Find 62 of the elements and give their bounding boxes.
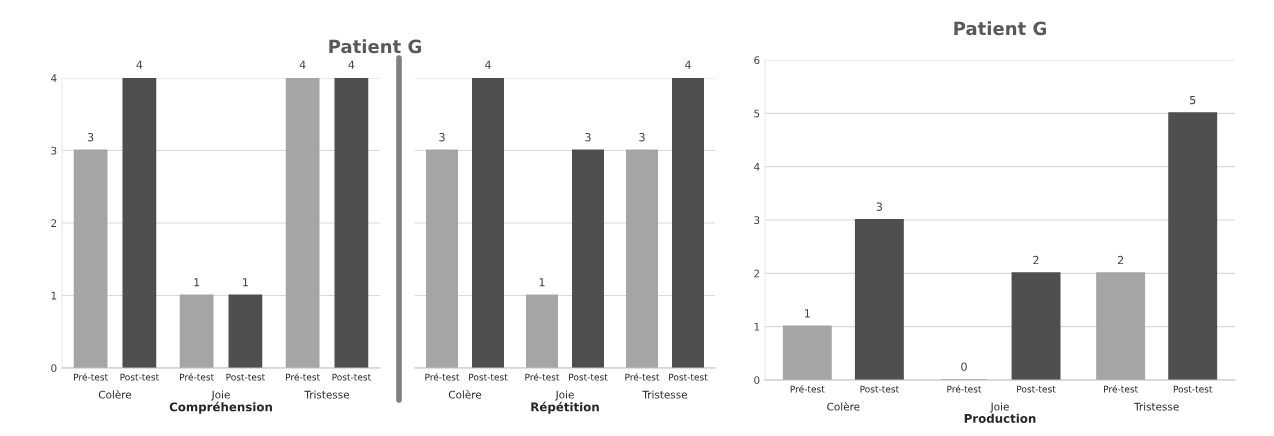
x-tick-label: Tristesse: [304, 390, 350, 399]
y-tick-label: 0: [754, 376, 760, 385]
y-tick-label: 1: [754, 323, 760, 331]
text: Pré-test: [947, 385, 982, 393]
y-tick-label: 1: [51, 291, 57, 300]
text: Pré-test: [286, 373, 320, 381]
data-label: 2: [1033, 255, 1039, 265]
x-axis-title: Répétition: [531, 401, 599, 414]
y-tick-label: 0: [51, 364, 57, 373]
data-label: 4: [136, 60, 143, 69]
data-label: 5: [1190, 95, 1196, 105]
y-tick-label: 4: [754, 163, 760, 171]
text: Pré-test: [1104, 385, 1138, 393]
y-tick-label: 2: [51, 219, 57, 227]
data-label: 3: [585, 133, 591, 142]
text: Post-test: [1017, 385, 1056, 393]
data-label: 2: [1117, 255, 1124, 265]
data-label: 1: [194, 278, 200, 287]
data-label: 4: [348, 60, 355, 69]
x-axis-title: Production: [964, 413, 1036, 423]
text: Post-test: [469, 373, 508, 381]
x-tick-label: Tristesse: [642, 390, 688, 399]
data-label: 1: [243, 278, 248, 287]
y-tick-label: 4: [51, 74, 57, 82]
data-label: 1: [539, 278, 545, 287]
text: Post-test: [1173, 385, 1213, 393]
y-tick-label: 3: [51, 146, 57, 155]
data-label: 3: [439, 133, 445, 142]
text: Pré-test: [625, 373, 660, 381]
data-label: 3: [87, 133, 94, 142]
y-tick-label: 3: [754, 216, 760, 225]
data-label: 4: [485, 60, 491, 69]
x-tick-label: Joie: [990, 402, 1009, 413]
x-tick-label: Colère: [827, 402, 860, 411]
x-tick-label: Colère: [98, 390, 132, 399]
data-label: 4: [299, 60, 306, 69]
x-tick-label: Tristesse: [1134, 402, 1179, 411]
y-tick-label: 5: [754, 109, 760, 118]
series-label: Pré-test: [790, 385, 825, 393]
text: Post-test: [669, 373, 708, 381]
series-label: Post-test: [569, 373, 608, 381]
series-label: Pré-test: [425, 373, 460, 381]
text: Post-test: [332, 373, 371, 381]
chart-title: Patient G: [329, 39, 421, 54]
series-label: Pré-test: [180, 373, 214, 381]
data-label: 3: [876, 202, 883, 211]
text: Pré-test: [525, 373, 560, 381]
series-label: Post-test: [860, 385, 899, 393]
data-label: 3: [639, 133, 645, 142]
text: Post-test: [226, 373, 265, 381]
y-tick-label: 2: [754, 269, 760, 278]
y-tick-label: 6: [754, 56, 760, 65]
series-label: Post-test: [120, 373, 159, 381]
x-tick-label: Colère: [448, 390, 482, 399]
text: Pré-test: [74, 373, 108, 381]
data-label: 4: [685, 60, 691, 69]
data-label: 1: [804, 309, 810, 318]
data-label: 0: [961, 362, 967, 371]
chart-title: Patient G: [954, 21, 1046, 36]
x-tick-label: Joie: [211, 390, 230, 401]
x-tick-label: Joie: [555, 390, 574, 401]
x-axis-title: Compréhension: [169, 401, 272, 414]
